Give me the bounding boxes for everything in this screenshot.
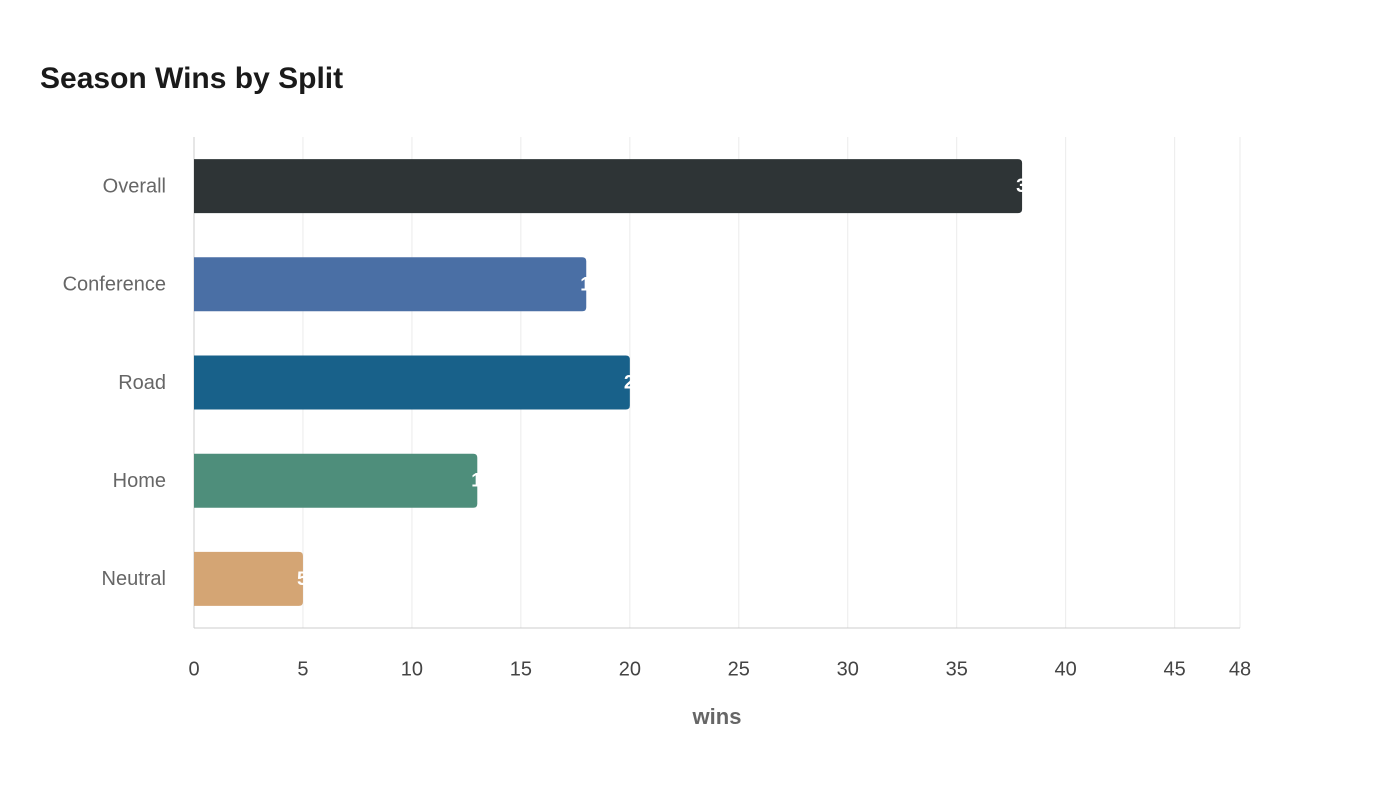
data-label: 5 (297, 569, 308, 590)
x-tick-label: 20 (619, 658, 641, 680)
bar (194, 355, 630, 410)
x-tick-label: 40 (1055, 658, 1077, 680)
y-tick-label: Road (118, 372, 166, 394)
x-tick-label: 30 (837, 658, 859, 680)
x-tick-label: 48 (1229, 658, 1251, 680)
bar (194, 551, 303, 606)
x-tick-label: 10 (401, 658, 423, 680)
x-tick-label: 35 (946, 658, 968, 680)
bar (194, 453, 478, 508)
x-tick-label: 5 (297, 658, 308, 680)
chart-title: Season Wins by Split (40, 62, 343, 95)
y-tick-label: Home (113, 470, 166, 492)
y-tick-label: Overall (103, 175, 166, 197)
data-label: 38 (1016, 176, 1037, 197)
y-tick-label: Neutral (102, 568, 166, 590)
data-label: 13 (471, 471, 492, 492)
x-tick-label: 25 (728, 658, 750, 680)
bar (194, 257, 587, 312)
bar (194, 159, 1023, 214)
data-label: 18 (580, 274, 601, 295)
x-tick-label: 45 (1164, 658, 1186, 680)
data-label: 20 (624, 373, 645, 394)
y-tick-label: Conference (63, 274, 166, 296)
x-axis-label: wins (692, 704, 742, 729)
x-tick-label: 0 (188, 658, 199, 680)
x-tick-label: 15 (510, 658, 532, 680)
